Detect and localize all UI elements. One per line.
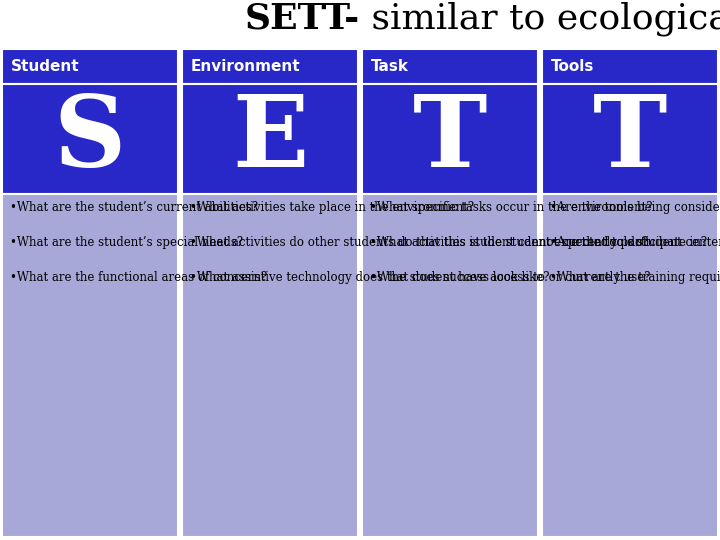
Bar [361, 194, 539, 537]
Bar [1, 194, 179, 537]
Bar [181, 194, 359, 537]
Text: SETT-: SETT- [245, 2, 360, 36]
Text: S: S [54, 91, 126, 187]
Bar [181, 84, 359, 194]
Bar [1, 49, 179, 84]
Text: •What are the student’s current abilities?

•What are the student’s special need: •What are the student’s current abilitie… [11, 201, 268, 284]
Bar [541, 84, 719, 194]
Text: Task: Task [370, 59, 408, 73]
Text: Tools: Tools [550, 59, 594, 73]
Bar [1, 84, 179, 194]
Bar [361, 84, 539, 194]
Text: Student: Student [11, 59, 79, 73]
Text: •What specific tasks occur in the environment?

•What activities is the student : •What specific tasks occur in the enviro… [370, 201, 653, 284]
Text: T: T [593, 91, 667, 187]
Text: •What activities take place in the environment?

•What activities do other stude: •What activities take place in the envir… [190, 201, 708, 284]
Text: similar to ecological inventory: similar to ecological inventory [360, 2, 720, 36]
Bar [181, 49, 359, 84]
Text: T: T [413, 91, 487, 187]
Text: Environment: Environment [190, 59, 300, 73]
Text: •Are the tools being considered on a continuum from no/low to high-tech?

•Are t: •Are the tools being considered on a con… [550, 201, 720, 284]
Bar [541, 194, 719, 537]
Bar [541, 49, 719, 84]
Bar [361, 49, 539, 84]
Text: E: E [232, 91, 308, 187]
